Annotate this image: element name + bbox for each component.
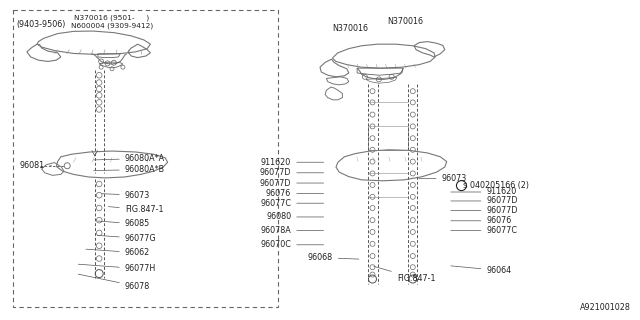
Text: 96077C: 96077C	[451, 226, 517, 235]
Text: 96077D: 96077D	[260, 179, 324, 188]
Text: (9403-9506): (9403-9506)	[16, 20, 65, 28]
Text: N370016: N370016	[387, 17, 423, 26]
Text: 96078A: 96078A	[260, 226, 324, 235]
Text: FIG.847-1: FIG.847-1	[108, 205, 163, 214]
Text: 96080A*A: 96080A*A	[93, 154, 165, 163]
Bar	[13, 10, 278, 307]
Text: 911620: 911620	[261, 158, 324, 167]
Text: 96070C: 96070C	[260, 240, 324, 249]
Text: 96080: 96080	[266, 212, 324, 221]
Text: 96077G: 96077G	[97, 234, 156, 243]
Text: 96068: 96068	[308, 253, 359, 262]
Text: 96078: 96078	[78, 274, 150, 291]
Text: 96077D: 96077D	[451, 196, 518, 205]
Text: 96073: 96073	[102, 191, 150, 200]
Text: FIG.847-1: FIG.847-1	[374, 266, 435, 283]
Text: N600004 (9309-9412): N600004 (9309-9412)	[71, 23, 153, 29]
Text: 96085: 96085	[97, 220, 150, 228]
Text: 040205166 (2): 040205166 (2)	[470, 181, 529, 190]
Text: 911620: 911620	[451, 188, 516, 196]
Text: 96077C: 96077C	[260, 199, 324, 208]
Text: 96076: 96076	[266, 189, 324, 198]
Text: 96062: 96062	[86, 248, 150, 257]
Text: 96076: 96076	[451, 216, 511, 225]
Text: 96077H: 96077H	[78, 264, 156, 273]
Text: 96080A*B: 96080A*B	[93, 165, 165, 174]
Text: 96073: 96073	[419, 174, 467, 183]
Text: 96081: 96081	[19, 161, 52, 170]
Text: 96077D: 96077D	[260, 168, 324, 177]
Text: N370016: N370016	[333, 24, 369, 33]
Text: 96077D: 96077D	[451, 206, 518, 215]
Text: N370016 (9501-     ): N370016 (9501- )	[74, 14, 150, 21]
Text: 96064: 96064	[451, 266, 511, 275]
Text: A921001028: A921001028	[580, 303, 630, 312]
Text: S: S	[462, 183, 467, 188]
